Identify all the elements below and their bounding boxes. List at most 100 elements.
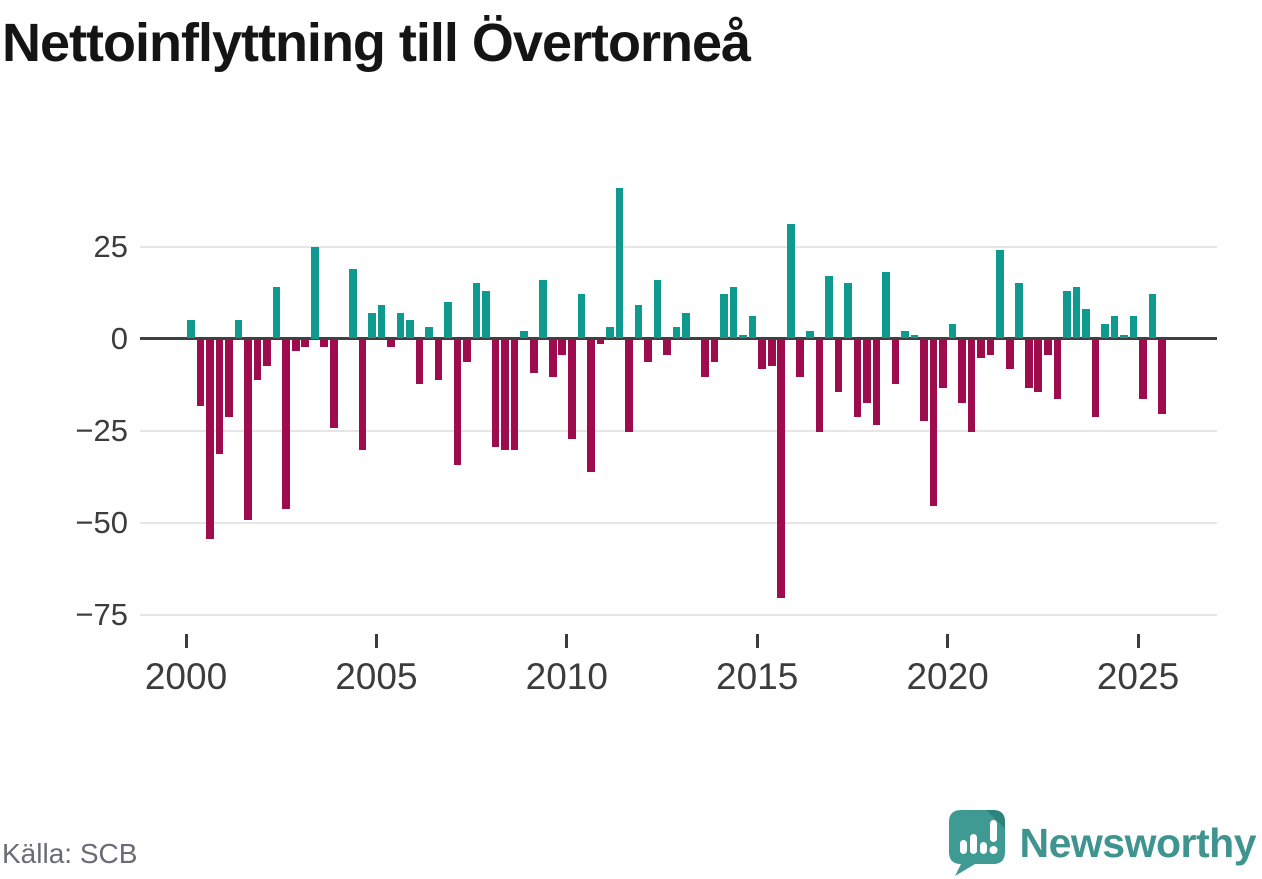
- bar-2012Q3: [663, 340, 671, 355]
- bar-2019Q1: [910, 334, 919, 339]
- bar-2020Q1: [948, 323, 957, 339]
- bar-2014Q1: [720, 294, 728, 339]
- bar-2015Q1: [758, 340, 766, 370]
- y-gridline: [140, 521, 1217, 524]
- bar-2003Q3: [320, 340, 329, 348]
- bar-2023Q3: [1082, 309, 1090, 339]
- bar-2006Q2: [425, 327, 433, 339]
- bar-2022Q2: [1034, 340, 1043, 392]
- bar-2019Q3: [929, 340, 938, 506]
- bar-2004Q4: [368, 312, 376, 339]
- bar-2011Q1: [606, 327, 614, 339]
- bar-2014Q2: [729, 286, 738, 339]
- bar-2017Q3: [853, 340, 862, 418]
- x-axis-tick-label: 2025: [1096, 656, 1180, 697]
- bar-2019Q2: [920, 340, 928, 421]
- bar-2004Q3: [358, 340, 367, 451]
- bar-2003Q1: [301, 340, 310, 348]
- y-axis-tick-label: −25: [75, 412, 128, 448]
- bar-2004Q2: [349, 268, 357, 339]
- bar-2007Q3: [472, 283, 481, 339]
- zero-axis-line: [140, 337, 1217, 340]
- bar-2001Q4: [253, 340, 262, 381]
- bar-2013Q4: [710, 340, 719, 363]
- bar-2003Q4: [330, 340, 338, 429]
- bar-2021Q3: [1005, 340, 1014, 370]
- y-axis-tick-label: 25: [93, 228, 128, 264]
- bar-2009Q2: [539, 279, 548, 339]
- bar-2010Q4: [596, 340, 605, 344]
- bar-2007Q1: [453, 340, 462, 466]
- bar-2014Q4: [748, 316, 757, 339]
- bar-2023Q4: [1091, 340, 1100, 418]
- bar-2008Q4: [520, 331, 528, 339]
- bar-2019Q4: [939, 340, 947, 388]
- bar-2020Q4: [977, 340, 985, 359]
- bar-2001Q3: [244, 340, 252, 521]
- x-axis-tick-label: 2020: [906, 656, 989, 697]
- x-axis-tick: [755, 634, 759, 648]
- bar-2008Q1: [491, 340, 500, 447]
- bar-2024Q1: [1101, 323, 1109, 339]
- bar-2000Q4: [215, 340, 224, 455]
- bar-2000Q3: [206, 340, 214, 539]
- bar-2020Q2: [958, 340, 966, 403]
- x-axis-tick-label: 2000: [144, 656, 228, 697]
- bar-2022Q4: [1053, 340, 1062, 399]
- bar-2012Q4: [672, 327, 681, 339]
- x-axis-tick-label: 2005: [335, 656, 418, 697]
- bar-2024Q4: [1129, 316, 1138, 339]
- x-axis-tick: [946, 634, 950, 648]
- bar-2015Q3: [777, 340, 786, 598]
- bar-2023Q2: [1072, 286, 1081, 339]
- bar-2020Q3: [967, 340, 976, 432]
- chart-title: Nettoinflyttning till Övertorneå: [2, 13, 751, 73]
- bar-2015Q2: [767, 340, 776, 366]
- bar-2018Q2: [882, 272, 890, 339]
- bar-2009Q1: [529, 340, 538, 374]
- bar-2000Q1: [187, 320, 195, 339]
- y-gridline: [140, 429, 1217, 432]
- bar-2011Q2: [615, 187, 624, 339]
- bar-2008Q3: [510, 340, 519, 451]
- bar-2011Q4: [634, 305, 643, 339]
- bar-2002Q3: [282, 340, 290, 510]
- x-axis-tick: [565, 634, 569, 648]
- bar-2005Q4: [406, 320, 414, 339]
- x-axis-tick: [1136, 634, 1140, 648]
- bar-2002Q2: [272, 286, 281, 339]
- bar-2018Q3: [891, 340, 900, 385]
- bar-2017Q2: [844, 283, 852, 339]
- bar-2002Q1: [263, 340, 271, 366]
- bar-2012Q2: [653, 279, 662, 339]
- bar-2025Q3: [1158, 340, 1166, 414]
- bar-2005Q2: [387, 340, 395, 348]
- bar-2016Q3: [815, 340, 824, 432]
- bar-2010Q2: [577, 294, 586, 339]
- bar-2006Q1: [415, 340, 424, 385]
- x-axis-tick: [184, 634, 188, 648]
- bar-2025Q2: [1148, 294, 1157, 339]
- x-axis-tick: [374, 634, 378, 648]
- bar-2016Q2: [806, 331, 814, 339]
- bar-2002Q4: [291, 340, 300, 352]
- bar-2006Q4: [444, 301, 452, 339]
- y-axis-tick-label: 0: [110, 320, 128, 356]
- y-axis-tick-label: −75: [75, 596, 128, 632]
- bar-2016Q1: [796, 340, 805, 377]
- y-gridline: [140, 245, 1217, 248]
- source-caption: Källa: SCB: [2, 838, 138, 869]
- x-axis-tick-label: 2010: [525, 656, 608, 697]
- y-axis-tick-label: −50: [75, 504, 128, 540]
- bar-2013Q1: [682, 312, 690, 339]
- bar-2018Q4: [901, 331, 909, 339]
- newsworthy-wordmark: Newsworthy: [1019, 819, 1257, 866]
- bar-2003Q2: [310, 246, 319, 339]
- bar-2021Q4: [1015, 283, 1024, 339]
- bar-2006Q3: [434, 340, 443, 381]
- x-axis-tick-label: 2015: [716, 656, 799, 697]
- newsworthy-branding: Newsworthy: [948, 808, 1257, 878]
- bar-2024Q2: [1110, 316, 1119, 339]
- bar-2025Q1: [1139, 340, 1147, 399]
- bar-2010Q3: [587, 340, 595, 473]
